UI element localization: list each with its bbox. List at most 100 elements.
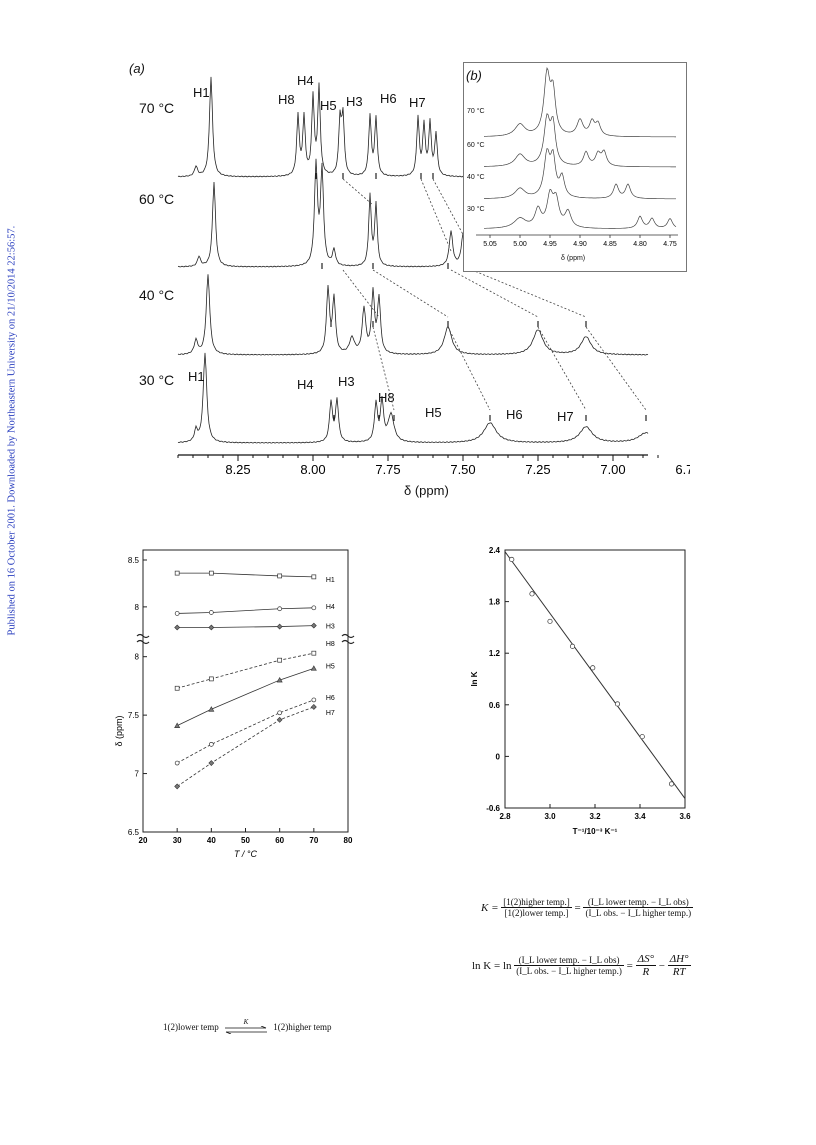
data-point (310, 704, 317, 710)
y-axis-label: ln K (470, 671, 479, 686)
ppm-tick-label: 7.00 (600, 462, 625, 477)
data-point (174, 685, 180, 691)
inset-trace (484, 147, 676, 200)
data-point (277, 606, 283, 612)
peak-label-h1-70: H1 (193, 85, 210, 100)
ppm-tick-label: 7.75 (375, 462, 400, 477)
inset-trace (483, 67, 676, 138)
inset-tick-label: 4.90 (573, 241, 587, 248)
peak-connector (447, 326, 491, 411)
data-point (590, 665, 596, 671)
y-tick-label: 0 (496, 752, 501, 761)
data-point (276, 716, 283, 723)
shift-vs-temperature-chart: 8.5 8 8 7.5 7 6.520 30 40 50 60 70 80 T / °C δ (ppm) H… (114, 549, 355, 859)
inset-temp-70: 70 °C (467, 108, 485, 115)
y-axis-label: δ (ppm) (114, 715, 124, 746)
x-tick-label: 20 (139, 836, 148, 845)
nmr-spectra-panel-a: 8.25 8.00 7.75 7.50 7.25 7.00 6.75 (177, 76, 690, 477)
data-point (174, 722, 181, 728)
x-tick-label: 2.8 (499, 812, 511, 821)
peak-connector (342, 178, 374, 206)
data-point (277, 657, 283, 663)
nmr-trace (177, 352, 649, 444)
x-tick-label: 3.2 (589, 812, 601, 821)
x-tick-label: 60 (275, 836, 284, 845)
ppm-axis: 8.25 8.00 7.75 7.50 7.25 7.00 6.75 (177, 454, 690, 477)
x-tick-label: 3.4 (634, 812, 646, 821)
series-label-h4: H4 (326, 604, 335, 611)
peak-label-h8-70: H8 (278, 92, 295, 107)
data-point (310, 665, 317, 671)
data-point (276, 623, 283, 630)
inset-tick-label: 5.00 (513, 241, 527, 248)
inset-temp-30: 30 °C (467, 206, 485, 213)
data-point (208, 706, 215, 712)
y-tick-label: 1.2 (489, 649, 501, 658)
data-point (310, 622, 317, 629)
inset-temp-60: 60 °C (467, 142, 485, 149)
x-tick-label: 40 (207, 836, 216, 845)
inset-tick-label: 4.95 (543, 241, 557, 248)
peak-connector (342, 269, 380, 318)
y-tick-label: 8.5 (128, 556, 140, 565)
data-point (311, 697, 317, 703)
data-point (529, 591, 535, 597)
data-point (547, 618, 553, 624)
panel-a-label: (a) (129, 61, 145, 76)
equilibrium-equation: 1(2)lower temp K 1(2)higher temp (163, 1018, 332, 1035)
fit-line (504, 551, 686, 799)
data-point (208, 741, 214, 747)
ppm-tick-label: 8.25 (225, 462, 250, 477)
series-line-h6 (176, 699, 314, 764)
peak-label-h6-30: H6 (506, 407, 523, 422)
equation-2: ln K = ln (I_L lower temp. − I_L obs) (I… (472, 953, 691, 978)
peak-label-h7-30: H7 (557, 409, 574, 424)
x-tick-label: 3.0 (544, 812, 556, 821)
series-label-h3: H3 (326, 624, 335, 631)
x-axis-label: T / °C (234, 849, 258, 859)
data-point (208, 676, 214, 682)
x-tick-label: 80 (344, 836, 353, 845)
temp-label-70: 70 °C (139, 100, 175, 116)
inset-tick-label: 4.80 (633, 241, 647, 248)
data-point (208, 610, 214, 615)
peak-connector (471, 269, 587, 318)
data-point (311, 650, 317, 656)
ppm-tick-label: 8.00 (300, 462, 325, 477)
x-axis-label: T⁻¹/10⁻³ K⁻¹ (573, 827, 618, 836)
temp-label-30: 30 °C (139, 372, 175, 388)
y-tick-label: 8 (135, 603, 140, 612)
data-point (174, 760, 180, 766)
peak-label-h4-70: H4 (297, 73, 314, 88)
inset-axis: 5.05 5.00 4.95 4.90 4.85 4.80 4.75 (476, 234, 678, 248)
y-tick-label: 1.8 (489, 598, 501, 607)
inset-trace (484, 113, 676, 168)
data-point (639, 734, 645, 740)
x-tick-label: 30 (173, 836, 182, 845)
series-line-h1 (177, 572, 314, 578)
plot-frame (142, 549, 349, 833)
peak-label-h8-30: H8 (378, 390, 395, 405)
data-point (569, 643, 576, 649)
peak-label-h3-70: H3 (346, 94, 363, 109)
axis-break-mark (341, 633, 355, 645)
data-point (311, 605, 317, 611)
ppm-tick-label: 7.25 (525, 462, 550, 477)
inset-tick-label: 4.85 (603, 241, 617, 248)
data-point (509, 556, 515, 563)
series-line-h3 (177, 625, 314, 628)
inset-tick-label: 5.05 (483, 241, 497, 248)
data-point (311, 574, 317, 580)
ppm-tick-label: 7.50 (450, 462, 475, 477)
data-point (208, 624, 215, 631)
peak-connector (537, 326, 587, 411)
series-line-h8 (177, 652, 314, 689)
data-point (208, 570, 214, 576)
equation-1: K = [1(2)higher temp.] [1(2)lower temp.]… (481, 897, 694, 918)
inset-traces (483, 67, 677, 229)
data-point (277, 573, 283, 579)
peak-connector (420, 178, 452, 252)
y-tick-label: 2.4 (489, 546, 501, 555)
inset-temp-40: 40 °C (467, 174, 485, 181)
inset-trace (484, 188, 677, 229)
